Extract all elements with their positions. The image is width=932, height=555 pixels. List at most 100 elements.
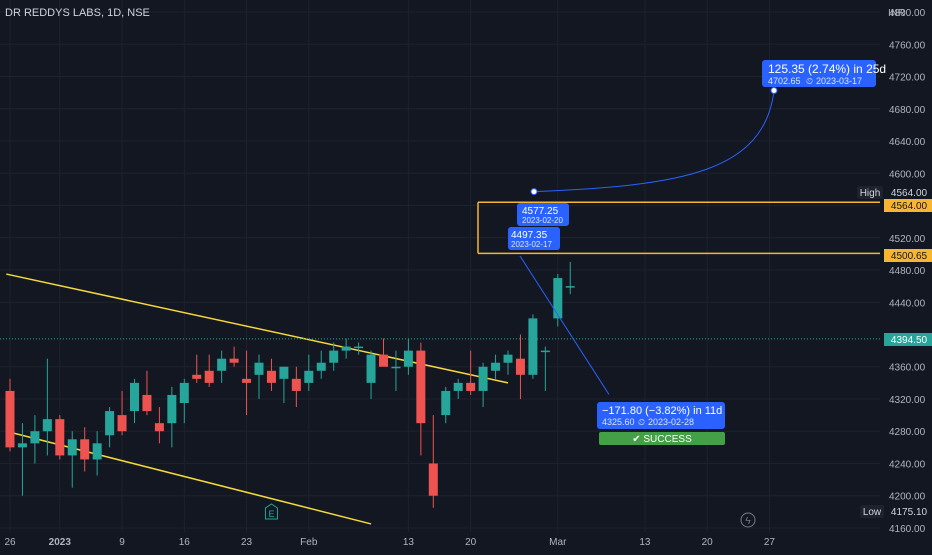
price-tick-label: 4280.00 (889, 427, 926, 438)
price-tick-label: 4240.00 (889, 459, 926, 470)
time-tick-label: 2023 (49, 537, 72, 548)
candle-body (540, 350, 550, 353)
candle-body (403, 350, 413, 367)
time-axis[interactable]: 26 2023 9 16 23 Feb 13 20 Mar 13 20 27 (4, 537, 775, 548)
price-tick-label: 4600.00 (889, 169, 926, 180)
annotation-entry-price: 4497.35 (511, 230, 548, 241)
candle-body (204, 370, 214, 383)
candle-body (428, 463, 438, 496)
price-tick-label: 4800.00 (889, 8, 926, 19)
clock-icon: ⏲ (638, 417, 645, 427)
time-tick-label: 20 (465, 537, 477, 548)
annotation-projection-date: 2023-03-17 (816, 76, 862, 86)
price-tick-label: 4160.00 (889, 524, 926, 535)
annotation-projection-line1: 125.35 (2.74%) in 25d (768, 62, 886, 76)
measure-line (519, 255, 610, 395)
time-tick-label: 9 (119, 537, 125, 548)
annotation-projection-price: 4702.65 (768, 76, 801, 86)
overlays[interactable]: 125.35 (2.74%) in 25d 4702.65 ⏲ 2023-03-… (264, 60, 886, 528)
candle-body (341, 346, 351, 351)
trendline[interactable] (6, 430, 372, 525)
candle-body (416, 350, 426, 424)
price-tick-label: 4720.00 (889, 73, 926, 84)
high-price-label: 4564.00 (891, 201, 928, 212)
candles (5, 261, 575, 508)
candle-body (441, 390, 451, 416)
lightning-icon (740, 512, 756, 528)
annotation-entry-point[interactable] (508, 227, 560, 250)
level-price-label: 4500.65 (891, 251, 928, 262)
candle-body (291, 378, 301, 391)
candle-body (515, 358, 525, 375)
projection-start-point[interactable] (530, 188, 538, 196)
grid-lines (0, 0, 880, 532)
candle-body (30, 431, 40, 444)
high-tag-label: High (860, 188, 881, 199)
horizontal-levels[interactable] (477, 201, 880, 255)
candle-body (229, 358, 239, 363)
candle-body (354, 346, 364, 349)
price-tick-label: 4320.00 (889, 395, 926, 406)
price-tick-label: 4640.00 (889, 137, 926, 148)
projection-end-point[interactable] (770, 87, 778, 95)
annotation-projection[interactable] (762, 60, 876, 87)
replay-button[interactable]: ϟ (740, 512, 756, 528)
earnings-marker-label: E (268, 509, 274, 519)
time-tick-label: 13 (639, 537, 651, 548)
candle-body (366, 354, 376, 383)
candle-body (192, 374, 202, 379)
low-value-label: 4175.10 (891, 507, 928, 518)
time-tick-label: 26 (4, 537, 16, 548)
candle-body (316, 362, 326, 371)
candle-body (379, 354, 388, 367)
time-tick-label: 20 (702, 537, 714, 548)
annotation-high-price: 4577.25 (522, 206, 559, 217)
annotation-drawdown-line1: −171.80 (−3.82%) in 11d (602, 405, 722, 417)
current-price-label: 4394.50 (891, 335, 928, 346)
price-tick-label: 4440.00 (889, 298, 926, 309)
low-tag (860, 505, 884, 518)
annotation-drawdown-price: 4325.60 (602, 417, 635, 427)
lightning-glyph: ϟ (745, 516, 751, 527)
candle-body (466, 382, 476, 391)
annotation-drawdown-date: 2023-02-28 (648, 417, 694, 427)
low-tag-label: Low (863, 507, 882, 518)
high-value-box (884, 186, 932, 199)
high-value-label: 4564.00 (891, 188, 928, 199)
candle-body (154, 423, 164, 432)
price-tick-label: 4680.00 (889, 105, 926, 116)
currency-label: INR (888, 8, 905, 19)
annotation-drawdown[interactable] (597, 402, 725, 429)
candle-body (117, 415, 127, 432)
candle-body (55, 419, 65, 456)
earnings-marker[interactable]: E (264, 503, 278, 520)
time-tick-label: Mar (549, 537, 567, 548)
candle-body (254, 362, 264, 375)
price-tick-label: 4360.00 (889, 363, 926, 374)
candle-body (528, 318, 538, 375)
candle-body (130, 382, 139, 412)
candle-body (167, 394, 177, 424)
high-tag (857, 186, 883, 199)
time-tick-label: 16 (179, 537, 191, 548)
candle-body (92, 443, 102, 460)
price-tick-label: 4200.00 (889, 492, 926, 503)
candle-body (391, 366, 401, 369)
annotation-high-point[interactable] (517, 203, 569, 226)
candle-body (266, 370, 276, 383)
candle-body (478, 366, 488, 391)
time-tick-label: 27 (764, 537, 776, 548)
candle-body (329, 350, 339, 363)
candle-body (217, 358, 227, 371)
success-badge-label: ✔ SUCCESS (632, 434, 692, 445)
high-price-box (884, 199, 932, 212)
candle-body (242, 378, 252, 383)
candle-body (67, 439, 77, 456)
price-axis-labels: High 4564.00 4564.00 4500.65 4394.50 Low… (857, 186, 932, 518)
candle-body (453, 382, 463, 391)
candle-body (565, 286, 575, 288)
candle-body (491, 362, 501, 371)
time-tick-label: 23 (241, 537, 253, 548)
